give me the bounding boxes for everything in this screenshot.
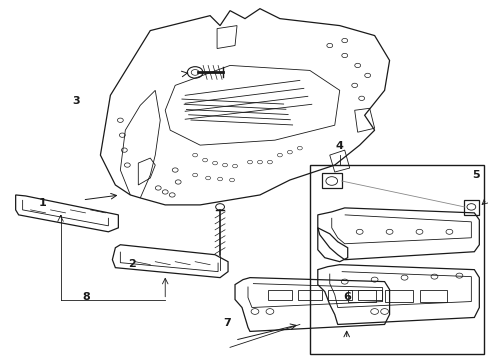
Text: 2: 2 [128, 259, 136, 269]
Text: 6: 6 [342, 292, 350, 302]
Text: 7: 7 [223, 319, 231, 328]
Text: 4: 4 [335, 141, 343, 151]
Text: 1: 1 [38, 198, 46, 208]
Text: 5: 5 [471, 170, 479, 180]
Text: 8: 8 [82, 292, 90, 302]
Bar [309, 165, 483, 354]
Text: 3: 3 [72, 96, 80, 106]
